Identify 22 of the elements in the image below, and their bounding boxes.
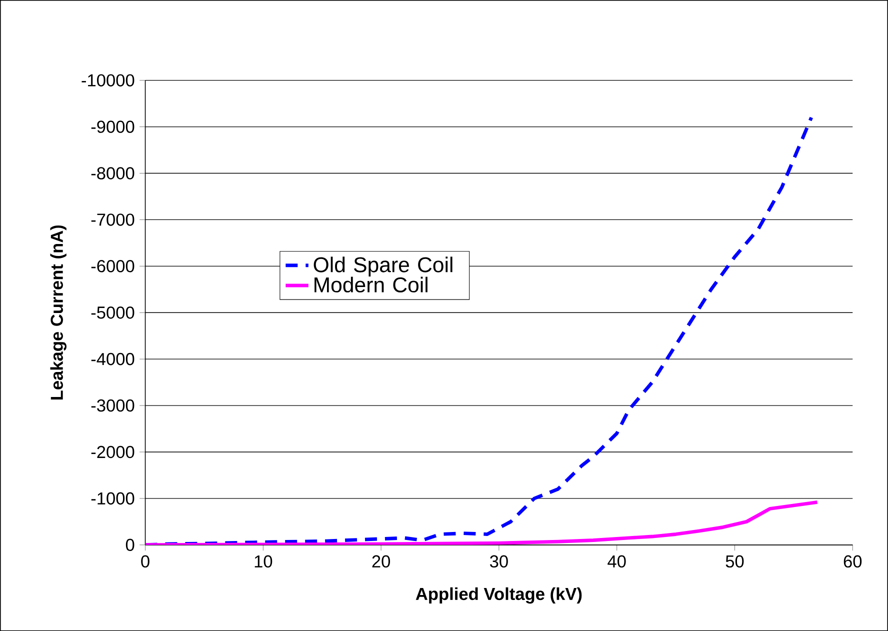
y-tick-label: -3000 — [91, 399, 134, 412]
y-tick-label: -7000 — [91, 213, 134, 226]
x-tick-label: 60 — [844, 555, 862, 568]
y-tick-label: 0 — [126, 538, 134, 551]
y-tick-label: -1000 — [91, 492, 134, 504]
x-tick-label: 0 — [141, 555, 150, 568]
y-tick-label: -9000 — [91, 120, 134, 133]
x-tick-label: 50 — [726, 555, 744, 568]
y-tick-label: -2000 — [91, 446, 134, 458]
y-tick-label: -6000 — [91, 260, 134, 272]
x-tick-label: 30 — [490, 555, 508, 568]
x-axis-title: Applied Voltage (kV) — [416, 587, 582, 604]
y-tick-label: -10000 — [82, 74, 134, 86]
y-axis-title: Leakage Current (nA) — [50, 225, 66, 400]
legend-label: Modern Coil — [314, 276, 428, 292]
x-tick-label: 20 — [372, 555, 390, 568]
y-tick-label: -4000 — [91, 352, 134, 366]
x-tick-label: 10 — [254, 555, 272, 568]
legend-label: Old Spare Coil — [314, 256, 452, 276]
y-tick-label: -8000 — [91, 167, 134, 180]
y-tick-label: -5000 — [91, 306, 134, 319]
x-tick-label: 40 — [608, 555, 626, 568]
